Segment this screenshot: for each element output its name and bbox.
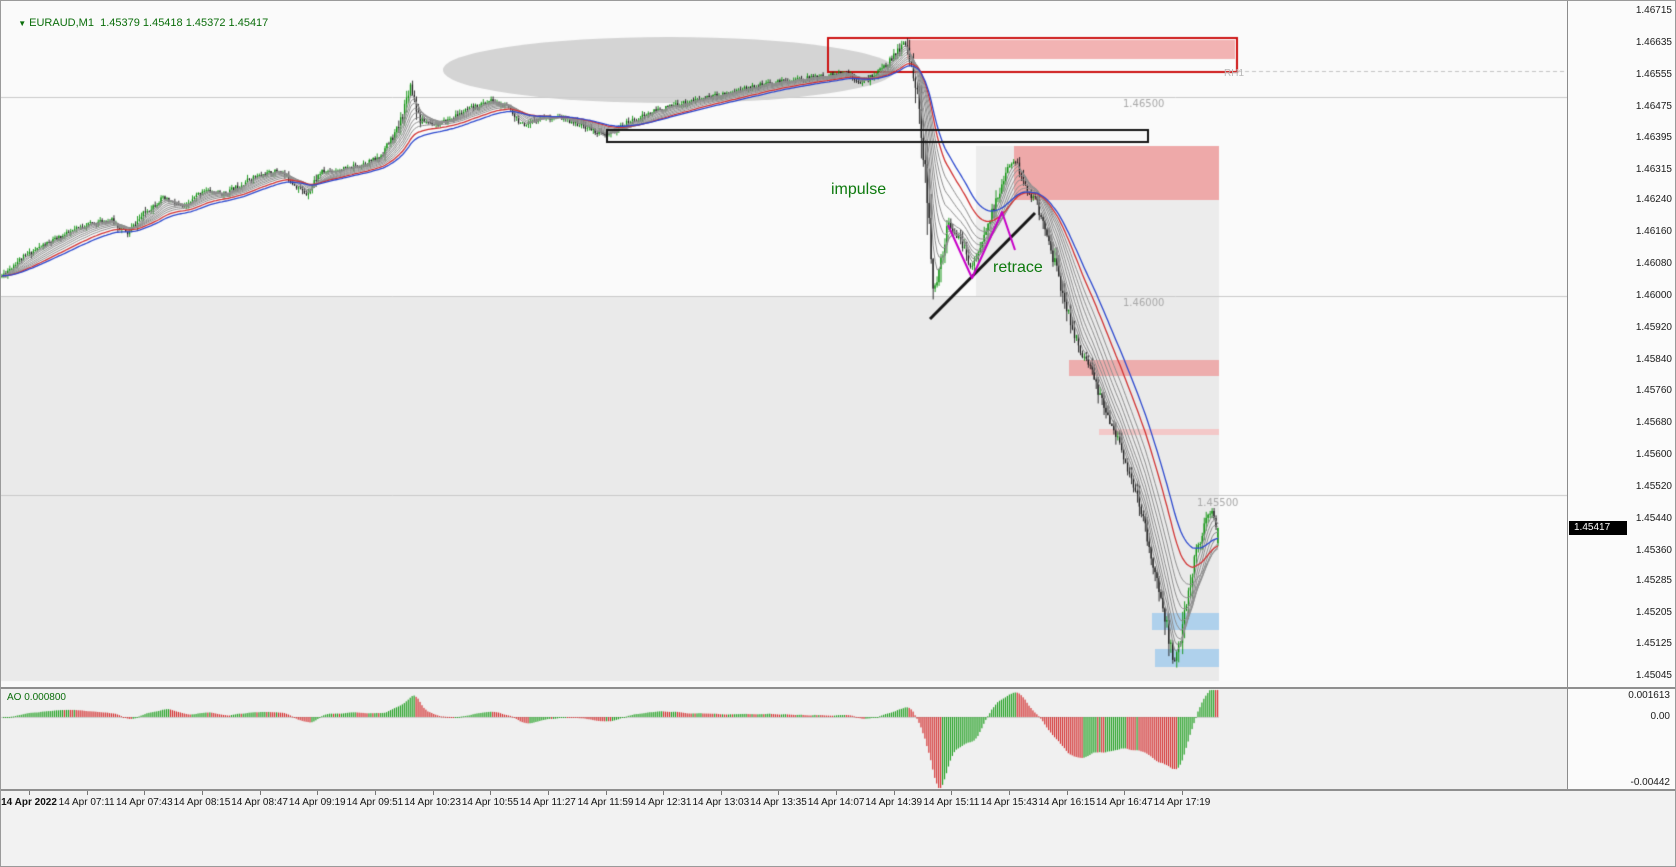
time-axis-tick [1009, 791, 1011, 795]
current-price-tag: 1.45417 [1569, 521, 1627, 536]
time-axis-tick [1124, 791, 1126, 795]
time-axis-tick [201, 791, 203, 795]
time-axis-tick [720, 791, 722, 795]
price-axis-label: 1.45600 [1635, 449, 1672, 461]
ao-indicator-label: AO 0.000800 [7, 692, 66, 703]
time-axis-label: 14 Apr 09:51 [346, 797, 404, 808]
time-axis-label: 14 Apr 14:07 [807, 797, 865, 808]
time-axis-label: 14 Apr 15:43 [980, 797, 1038, 808]
price-axis-label: 1.45045 [1635, 670, 1672, 682]
time-axis-label: 14 Apr 10:23 [404, 797, 461, 808]
time-axis-label: 14 Apr 07:11 [58, 797, 115, 808]
price-axis-label: 1.45680 [1635, 417, 1672, 429]
time-axis-label: 14 Apr 16:15 [1038, 797, 1096, 808]
ao-indicator-panel[interactable] [1, 689, 1567, 789]
time-axis-tick [836, 791, 838, 795]
price-chart-canvas[interactable] [1, 1, 1567, 687]
time-axis-label: 14 Apr 12:31 [634, 797, 692, 808]
time-axis-label: 14 Apr 13:03 [692, 797, 750, 808]
time-axis-tick [86, 791, 88, 795]
time-axis-label: 14 Apr 08:15 [173, 797, 231, 808]
price-axis-label: 1.45285 [1635, 574, 1672, 586]
price-axis-label: 1.46000 [1635, 289, 1672, 301]
price-axis-label: 1.45920 [1635, 321, 1672, 333]
price-axis-label: 1.46315 [1635, 164, 1672, 176]
time-axis-tick [374, 791, 376, 795]
time-axis-label: 14 Apr 15:11 [923, 797, 980, 808]
price-axis-label: 1.46240 [1635, 194, 1672, 206]
price-axis-label: 1.46395 [1635, 132, 1672, 144]
price-axis-label: 1.45520 [1635, 481, 1672, 493]
time-axis-tick [1066, 791, 1068, 795]
time-axis[interactable]: 14 Apr 2022 14 Apr 07:11 14 Apr 07:43 14 Ap… [1, 791, 1675, 866]
price-axis-label: 1.46080 [1635, 257, 1672, 269]
panel-splitter-top[interactable] [1, 687, 1675, 689]
time-axis-tick [951, 791, 953, 795]
time-axis-tick [259, 791, 261, 795]
symbol-dropdown-icon[interactable]: ▼ [18, 19, 27, 28]
price-axis-label: 1.45840 [1635, 353, 1672, 365]
time-axis-tick [317, 791, 319, 795]
time-axis-label: 14 Apr 11:27 [519, 797, 576, 808]
price-axis-label: 1.45125 [1635, 638, 1672, 650]
time-axis-label: 14 Apr 2022 [1, 797, 57, 808]
time-axis-tick [605, 791, 607, 795]
symbol-timeframe-title: EURAUD,M1 [29, 17, 94, 29]
time-axis-tick [432, 791, 434, 795]
time-axis-label: 14 Apr 16:47 [1095, 797, 1153, 808]
time-axis-label: 14 Apr 08:47 [231, 797, 288, 808]
time-axis-label: 14 Apr 14:39 [865, 797, 923, 808]
time-axis-label: 14 Apr 13:35 [750, 797, 807, 808]
price-axis-label: 1.45360 [1635, 544, 1672, 556]
price-axis-label: 1.45440 [1635, 512, 1672, 524]
time-axis-label: 14 Apr 07:43 [115, 797, 173, 808]
time-axis-tick [29, 791, 30, 795]
price-axis-label: 1.46635 [1635, 36, 1672, 48]
ao-axis-label: 0.001613 [1628, 690, 1670, 701]
time-axis-label: 14 Apr 17:19 [1153, 797, 1211, 808]
price-axis-label: 1.46475 [1635, 100, 1672, 112]
price-axis-label: 1.45205 [1635, 606, 1672, 618]
price-axis[interactable]: 1.45417 1.46715 1.46635 1.46555 1.46475 1.46… [1567, 1, 1675, 791]
time-axis-tick [1182, 791, 1183, 795]
time-axis-tick [893, 791, 895, 795]
ao-axis-label: -0.00442 [1630, 777, 1670, 788]
price-axis-label: 1.46715 [1635, 4, 1672, 16]
time-axis-tick [663, 791, 665, 795]
ohlc-readout: 1.45379 1.45418 1.45372 1.45417 [100, 17, 269, 29]
price-axis-label: 1.46555 [1635, 68, 1672, 80]
time-axis-tick [547, 791, 549, 795]
ao-axis-label: 0.00 [1650, 711, 1670, 722]
ao-value: 0.000800 [24, 692, 66, 703]
time-axis-label: 14 Apr 10:55 [461, 797, 519, 808]
chart-header: ▼ EURAUD,M1 1.45379 1.45418 1.45372 1.454… [6, 5, 268, 41]
price-axis-label: 1.45760 [1635, 385, 1672, 397]
panel-splitter-bottom[interactable] [1, 789, 1675, 791]
time-axis-label: 14 Apr 11:59 [577, 797, 634, 808]
time-axis-tick [144, 791, 146, 795]
time-axis-tick [490, 791, 492, 795]
ao-name: AO [7, 692, 22, 703]
time-axis-label: 14 Apr 09:19 [288, 797, 346, 808]
price-axis-label: 1.46160 [1635, 226, 1672, 238]
time-axis-tick [778, 791, 780, 795]
ao-histogram-canvas[interactable] [1, 689, 1567, 789]
chart-area[interactable] [1, 1, 1567, 687]
